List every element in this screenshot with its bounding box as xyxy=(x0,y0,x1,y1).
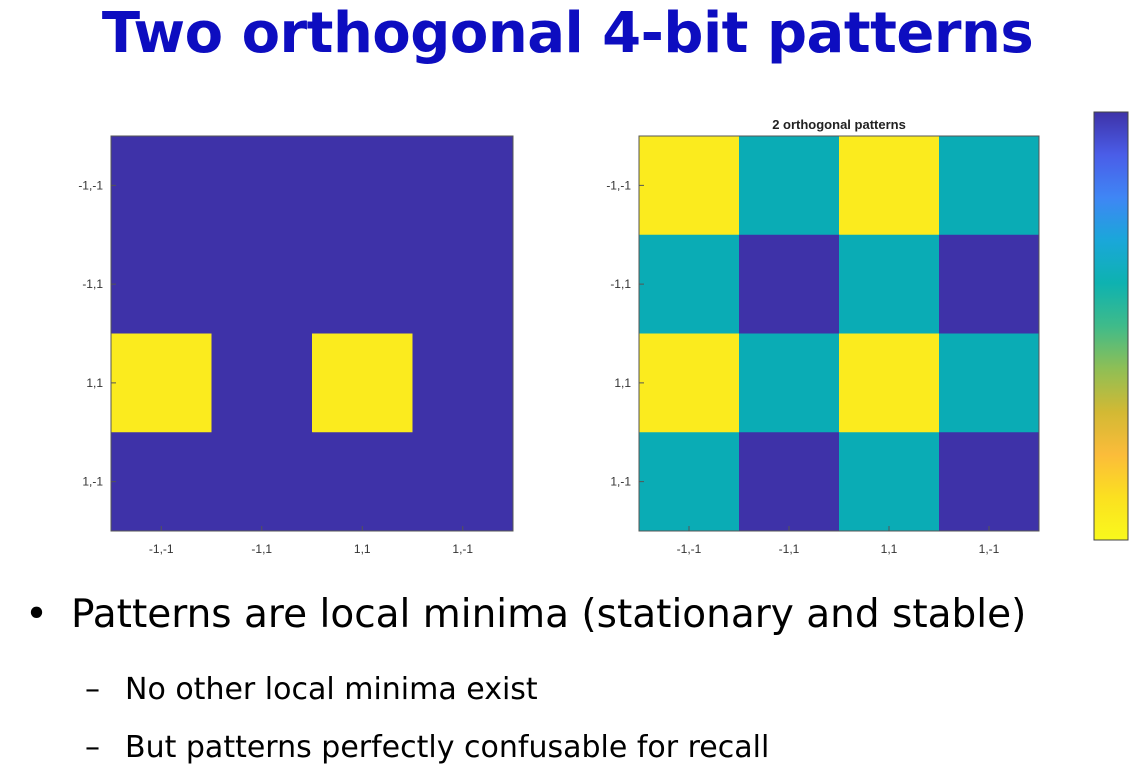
y-tick-label: 1,1 xyxy=(86,376,103,390)
y-tick-label: -1,-1 xyxy=(606,178,631,192)
x-tick-label: -1,-1 xyxy=(149,542,174,556)
heatmap-cell xyxy=(111,333,212,433)
heatmap-cell xyxy=(939,333,1040,433)
heatmap-cell xyxy=(111,136,212,236)
plot-frame xyxy=(638,135,1040,532)
y-tick-label: -1,1 xyxy=(82,277,103,291)
heatmap-cell xyxy=(211,432,313,532)
heatmap-cell xyxy=(739,234,840,334)
bullet-item-1: • Patterns are local minima (stationary a… xyxy=(25,590,1026,640)
bullet-text: No other local minima exist xyxy=(125,672,538,707)
y-tick-label: 1,-1 xyxy=(610,475,631,489)
colorbar xyxy=(1093,111,1129,541)
heatmap-cell xyxy=(111,432,212,532)
heatmap-cell xyxy=(939,432,1040,532)
bullet-text: But patterns perfectly confusable for re… xyxy=(125,730,770,765)
y-tick-label: -1,-1 xyxy=(78,178,103,192)
bullet-marker: • xyxy=(25,592,49,637)
bullet-text: Patterns are local minima (stationary an… xyxy=(71,592,1027,637)
heatmap-cell xyxy=(312,234,413,334)
heatmap-cell xyxy=(211,333,313,433)
y-tick-label: 1,1 xyxy=(614,376,631,390)
slide-title: Two orthogonal 4-bit patterns xyxy=(101,1,1034,66)
x-tick-label: -1,1 xyxy=(251,542,272,556)
heatmap-cell xyxy=(639,432,740,532)
heatmap-cell xyxy=(939,234,1040,334)
heatmap-cell xyxy=(639,136,740,236)
heatmap-cell xyxy=(312,333,413,433)
heatmap-cell xyxy=(312,136,413,236)
bullet-marker: – xyxy=(85,672,100,707)
heatmap-cell xyxy=(839,234,940,334)
x-tick-label: -1,1 xyxy=(779,542,800,556)
heatmap-cell xyxy=(211,136,313,236)
heatmap-cell xyxy=(739,432,840,532)
heatmap-cell xyxy=(939,136,1040,236)
x-tick-label: -1,-1 xyxy=(677,542,702,556)
heatmap-cell xyxy=(639,234,740,334)
x-tick-label: 1,1 xyxy=(881,542,898,556)
bullet-item-3: – But patterns perfectly confusable for r… xyxy=(85,728,769,768)
y-tick-label: 1,-1 xyxy=(82,475,103,489)
heatmap-cell xyxy=(412,333,514,433)
plot-frame xyxy=(110,135,514,532)
heatmap-right: -1,-1 -1,1 1,1 1,-1 -1,-1 -1,1 1,1 1,-1 2 orthog… xyxy=(606,117,1040,556)
x-tick-label: 1,1 xyxy=(354,542,371,556)
heatmap-cell xyxy=(639,333,740,433)
x-tick-label: 1,-1 xyxy=(452,542,473,556)
heatmap-cell xyxy=(839,432,940,532)
heatmap-left: -1,-1 -1,1 1,1 1,-1 -1,-1 -1,1 1,1 1,-1 xyxy=(78,135,514,556)
colorbar-bar xyxy=(1093,111,1129,541)
heatmap-cell xyxy=(111,234,212,334)
y-tick-label: -1,1 xyxy=(610,277,631,291)
heatmap-cell xyxy=(839,333,940,433)
bullet-marker: – xyxy=(85,730,100,765)
heatmap-cell xyxy=(312,432,413,532)
heatmap-cell xyxy=(739,333,840,433)
heatmap-cell xyxy=(412,234,514,334)
bullet-item-2: – No other local minima exist xyxy=(85,670,538,710)
x-tick-label: 1,-1 xyxy=(979,542,1000,556)
plot-title: 2 orthogonal patterns xyxy=(772,117,906,132)
heatmap-cell xyxy=(211,234,313,334)
heatmap-cell xyxy=(412,432,514,532)
heatmap-cell xyxy=(739,136,840,236)
heatmap-cell xyxy=(839,136,940,236)
heatmap-cell xyxy=(412,136,514,236)
